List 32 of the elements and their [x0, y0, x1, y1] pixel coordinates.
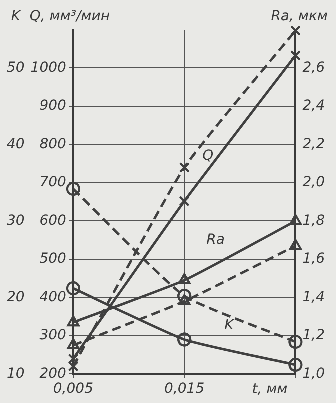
y-tick-label: 700	[40, 174, 67, 191]
y2-tick-label: 2,2	[302, 136, 326, 152]
y2-tick-label: 1,4	[302, 289, 325, 306]
y2-tick-label: 2,6	[302, 60, 326, 76]
y3-tick-label: 20	[6, 289, 25, 306]
series-label: Ra	[206, 232, 225, 248]
y3-tick-label: 10	[6, 366, 25, 382]
y2-tick-label: 2,0	[302, 174, 326, 191]
y-tick-label: 300	[40, 328, 67, 344]
y-axis-title: Q, мм³/мин	[30, 8, 110, 25]
y-tick-label: 1000	[30, 60, 67, 76]
x-tick-label: 0,015	[164, 381, 205, 398]
series-label: Q	[202, 148, 214, 164]
y2-tick-label: 1,6	[302, 251, 326, 268]
y-tick-label: 600	[40, 212, 67, 229]
y2-tick-label: 1,8	[302, 212, 326, 229]
series-label: K	[224, 317, 236, 334]
y-tick-label: 900	[40, 98, 67, 114]
y2-axis-title: Ra, мкм	[271, 8, 328, 25]
y2-tick-label: 1,2	[302, 328, 326, 344]
y3-tick-label: 50	[6, 60, 25, 76]
y-tick-label: 400	[40, 289, 67, 306]
x-tick-label: 0,005	[53, 381, 94, 398]
y2-tick-label: 2,4	[302, 98, 325, 114]
y3-tick-label: 40	[6, 136, 25, 152]
y3-tick-label: 30	[6, 212, 25, 229]
y-tick-label: 200	[40, 366, 67, 382]
y3-axis-title: K	[11, 8, 22, 25]
y2-tick-label: 1,0	[302, 366, 326, 382]
x-axis-title: t, мм	[252, 382, 288, 398]
y-tick-label: 500	[40, 251, 67, 268]
y-tick-label: 800	[40, 136, 67, 152]
